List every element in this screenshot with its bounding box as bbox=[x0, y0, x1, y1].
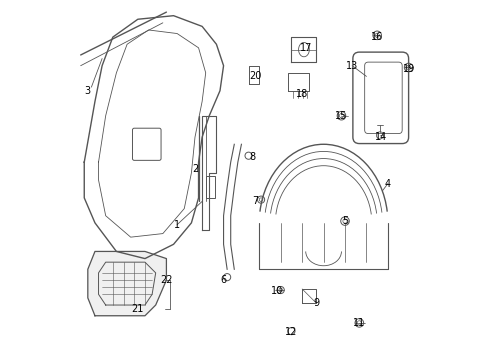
Text: 13: 13 bbox=[346, 61, 358, 71]
Text: 2: 2 bbox=[192, 164, 198, 174]
Text: 4: 4 bbox=[385, 179, 391, 189]
Text: 10: 10 bbox=[271, 286, 283, 296]
Text: 7: 7 bbox=[252, 197, 259, 206]
Text: 12: 12 bbox=[285, 327, 297, 337]
Polygon shape bbox=[88, 251, 167, 316]
Text: 21: 21 bbox=[132, 303, 144, 314]
Text: 19: 19 bbox=[403, 64, 416, 74]
Text: 5: 5 bbox=[342, 216, 348, 226]
Text: 11: 11 bbox=[353, 318, 366, 328]
Text: 6: 6 bbox=[220, 275, 227, 285]
Text: 1: 1 bbox=[174, 220, 180, 230]
Bar bbox=[206, 176, 215, 198]
Text: 15: 15 bbox=[335, 111, 347, 121]
Text: 18: 18 bbox=[296, 89, 308, 99]
Text: 14: 14 bbox=[375, 132, 387, 142]
Text: 3: 3 bbox=[85, 86, 91, 96]
Text: 16: 16 bbox=[371, 32, 383, 42]
Text: 20: 20 bbox=[249, 71, 262, 81]
Text: 17: 17 bbox=[299, 43, 312, 53]
Text: 22: 22 bbox=[160, 275, 172, 285]
Text: 8: 8 bbox=[249, 152, 255, 162]
Text: 9: 9 bbox=[314, 298, 319, 308]
